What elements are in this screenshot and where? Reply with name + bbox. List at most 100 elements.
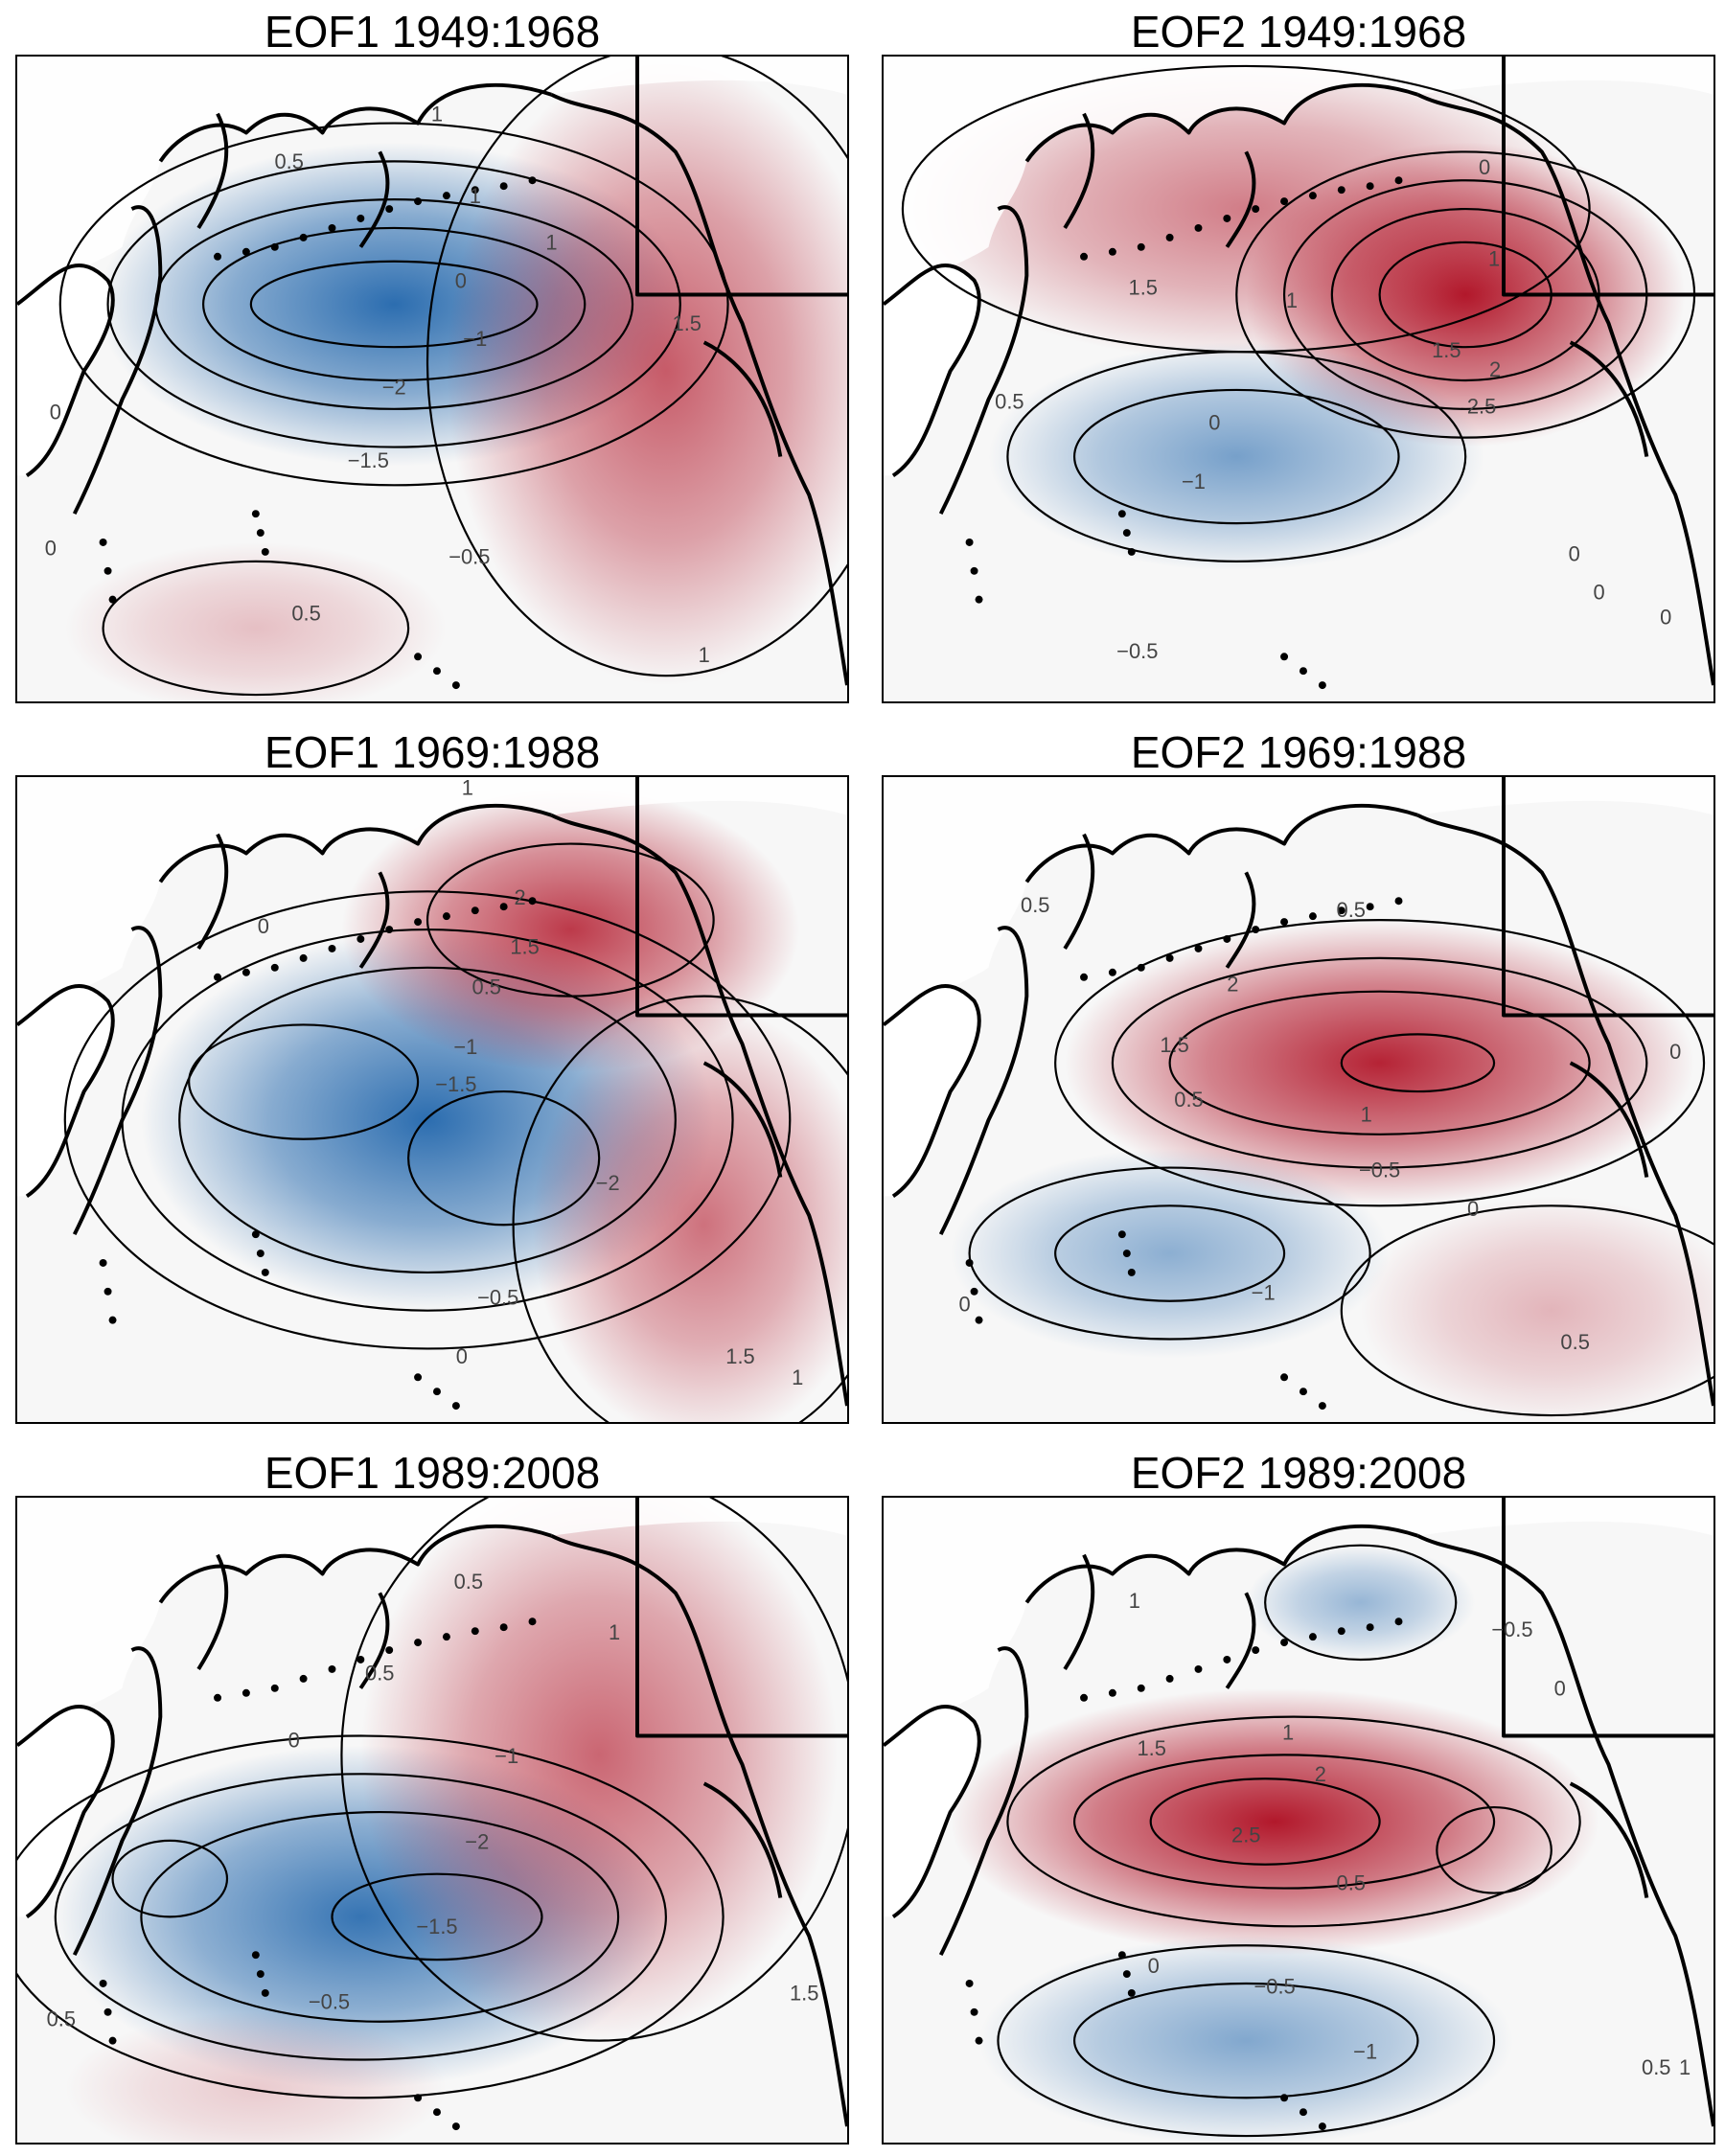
land-mass xyxy=(884,264,979,476)
coastline xyxy=(938,926,1029,1236)
contour-label: 1 xyxy=(792,1365,803,1389)
contour-label: 1 xyxy=(431,102,443,126)
contour-label: −0.5 xyxy=(477,1286,518,1310)
contour-label: −1.5 xyxy=(435,1072,476,1096)
contour-label: −1.5 xyxy=(416,1915,457,1938)
coastline xyxy=(702,340,783,457)
contour-label: −1.5 xyxy=(348,448,389,472)
contour-label: 1.5 xyxy=(1432,338,1460,362)
contour-label: 0 xyxy=(1660,605,1671,629)
island-dot xyxy=(1252,205,1260,214)
land-mass xyxy=(884,985,979,1197)
island-dot xyxy=(99,539,107,546)
contour-label: 0.5 xyxy=(472,975,501,998)
island-dot xyxy=(442,192,450,200)
coastline xyxy=(358,871,390,969)
positive-anomaly-region xyxy=(950,1687,1599,1956)
coastline xyxy=(702,1781,783,1898)
contour-label: −1 xyxy=(453,1035,477,1059)
island-dot xyxy=(328,1664,336,1673)
coastline xyxy=(358,150,390,248)
coastline xyxy=(938,1646,1029,1957)
coastline xyxy=(1502,777,1714,1018)
contour-label: −1 xyxy=(494,1744,518,1768)
contour-label: 0.5 xyxy=(47,2007,76,2031)
contour-label: 1 xyxy=(470,184,481,208)
island-dot xyxy=(299,233,308,241)
island-dot xyxy=(1165,1674,1174,1683)
contour-label: 0.5 xyxy=(1642,2055,1670,2079)
coastline xyxy=(1416,813,1714,1407)
positive-anomaly-region xyxy=(902,57,1590,362)
land-mass xyxy=(884,777,1714,1025)
panel-title-eof1-1949: EOF1 1949:1968 xyxy=(264,7,601,57)
contour-label: −0.5 xyxy=(1254,1975,1296,1999)
island-dot xyxy=(975,2036,983,2045)
negative-anomaly-region xyxy=(950,1148,1390,1359)
contour-line xyxy=(407,1089,601,1227)
island-dot xyxy=(1394,176,1403,185)
island-dot xyxy=(1308,1633,1317,1641)
island-dot xyxy=(1308,912,1317,921)
island-dot xyxy=(432,667,441,676)
contour-line xyxy=(1436,1805,1552,1894)
coastline xyxy=(1502,57,1714,297)
land-mass xyxy=(17,57,847,305)
island-dot xyxy=(1280,1373,1289,1382)
contour-line xyxy=(331,1872,543,1961)
island-dot xyxy=(1337,1627,1346,1636)
island-dot xyxy=(251,510,260,518)
contour-label: −0.5 xyxy=(1359,1158,1400,1181)
contour-line xyxy=(1264,1544,1458,1662)
contour-label: 0 xyxy=(1593,580,1604,604)
coastline xyxy=(17,983,115,1199)
contour-line xyxy=(1072,388,1400,525)
map-eof1-1949: 0.5 1 1 1 0 1.5 −1 −2 −1.5 −0.5 0.5 0 0 1 xyxy=(15,55,849,703)
coastline xyxy=(196,833,229,950)
island-dot xyxy=(1108,247,1116,256)
contour-label: 0 xyxy=(45,537,57,561)
land-mass xyxy=(884,1706,979,1917)
map-eof1-1969: 1 2 1.5 0.5 0 −1 −1.5 −2 −0.5 0 1.5 1 xyxy=(15,775,849,1424)
island-dot xyxy=(471,906,479,915)
island-dot xyxy=(414,1373,423,1382)
contour-line xyxy=(111,1839,229,1918)
map-canvas: 1 2 1.5 0.5 0 −1 −1.5 −2 −0.5 0 1.5 1 xyxy=(17,777,847,1422)
island-dot xyxy=(970,566,978,575)
contour-label: 0.5 xyxy=(365,1662,394,1686)
contour-line xyxy=(63,890,792,1350)
island-dot xyxy=(975,595,983,604)
coastline xyxy=(72,926,163,1236)
positive-anomaly-region xyxy=(341,786,800,1073)
coastline xyxy=(884,263,981,478)
contour-label: 1.5 xyxy=(725,1344,754,1368)
contour-label: −0.5 xyxy=(309,1990,350,2014)
map-eof2-1969: 0.5 0.5 2 1.5 0.5 1 −0.5 0 −1 0 0.5 0 xyxy=(882,775,1715,1424)
island-dot xyxy=(499,903,508,911)
island-dot xyxy=(1280,1639,1289,1647)
island-dot xyxy=(270,242,279,251)
island-dot xyxy=(1252,1646,1260,1655)
coastline xyxy=(550,1533,847,2127)
island-dot xyxy=(414,918,423,927)
island-dot xyxy=(242,247,250,256)
contour-line xyxy=(1006,1715,1581,1928)
coastline xyxy=(884,983,981,1199)
island-dot xyxy=(261,1988,269,1997)
island-dot xyxy=(1108,1688,1116,1697)
island-dot xyxy=(1394,897,1403,906)
island-dot xyxy=(965,1259,974,1267)
coastline xyxy=(1569,340,1649,457)
positive-anomaly-region xyxy=(64,2011,447,2143)
contour-label: 1 xyxy=(1286,288,1298,312)
island-dot xyxy=(1223,215,1231,222)
island-dot xyxy=(442,912,450,921)
island-dot xyxy=(1122,1250,1131,1258)
contour-line xyxy=(54,1773,667,2061)
contour-label: 2 xyxy=(1227,972,1238,996)
panel-title-eof1-1989: EOF1 1989:2008 xyxy=(264,1448,601,1498)
contour-label: 1 xyxy=(1282,1720,1294,1744)
contour-label: 1 xyxy=(545,231,557,255)
island-dot xyxy=(414,1639,423,1647)
